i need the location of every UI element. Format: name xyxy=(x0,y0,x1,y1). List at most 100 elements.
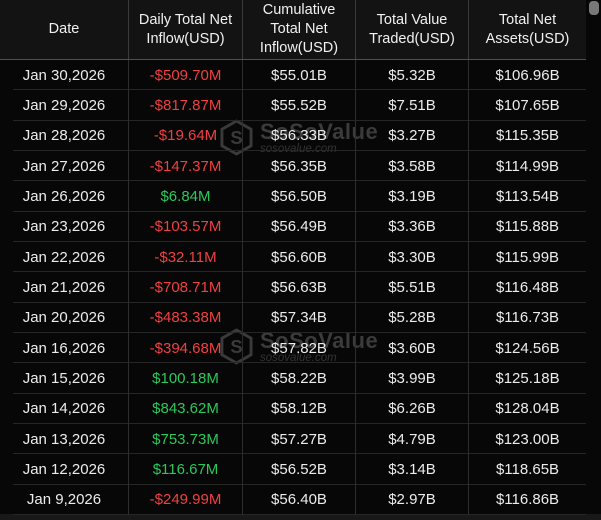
column-header-daily-net-inflow: Daily Total Net Inflow(USD) xyxy=(128,0,242,59)
net-assets-cell: $125.18B xyxy=(468,363,586,394)
value-traded-cell: $3.14B xyxy=(355,454,468,485)
date-cell: Jan 30,2026 xyxy=(22,66,106,84)
vertical-scrollbar-thumb[interactable] xyxy=(589,1,599,15)
value-traded-cell: $3.27B xyxy=(355,120,468,151)
cumulative-inflow-cell: $57.82B xyxy=(242,332,355,364)
value-traded-cell: $3.58B xyxy=(355,150,468,182)
net-assets-cell: $123.00B xyxy=(468,423,586,455)
date-cell: Jan 22,2026 xyxy=(22,248,106,266)
column-header-cumulative-net-inflow: Cumulative Total Net Inflow(USD) xyxy=(242,0,355,59)
cumulative-inflow-cell: $56.50B xyxy=(242,181,355,212)
date-cell: Jan 15,2026 xyxy=(22,369,106,387)
cumulative-inflow-cell: $56.40B xyxy=(242,484,355,515)
value-traded-cell: $3.60B xyxy=(355,332,468,364)
value-traded-cell: $5.51B xyxy=(355,272,468,303)
date-cell: Jan 13,2026 xyxy=(22,430,106,448)
net-assets-cell: $116.86B xyxy=(468,484,586,515)
value-traded-cell: $3.19B xyxy=(355,181,468,212)
cumulative-inflow-cell: $56.33B xyxy=(242,120,355,151)
date-cell: Jan 16,2026 xyxy=(22,339,106,357)
daily-inflow-cell: -$483.38M xyxy=(128,302,242,333)
value-traded-cell: $3.30B xyxy=(355,241,468,273)
table-row: Jan 26,2026 $6.84M $56.50B $3.19B $113.5… xyxy=(0,181,586,212)
value-traded-cell: $2.97B xyxy=(355,484,468,515)
daily-inflow-cell: $6.84M xyxy=(128,181,242,212)
daily-inflow-cell: $100.18M xyxy=(128,363,242,394)
net-assets-cell: $107.65B xyxy=(468,90,586,121)
cumulative-inflow-cell: $56.63B xyxy=(242,272,355,303)
column-header-date: Date xyxy=(48,21,80,37)
cumulative-inflow-cell: $57.27B xyxy=(242,423,355,455)
value-traded-cell: $4.79B xyxy=(355,423,468,455)
net-assets-cell: $115.88B xyxy=(468,211,586,242)
daily-inflow-cell: -$249.99M xyxy=(128,484,242,515)
daily-inflow-cell: $116.67M xyxy=(128,454,242,485)
net-assets-cell: $118.65B xyxy=(468,454,586,485)
table-row: Jan 28,2026 -$19.64M $56.33B $3.27B $115… xyxy=(0,120,586,152)
cumulative-inflow-cell: $55.01B xyxy=(242,60,355,91)
cumulative-inflow-cell: $58.22B xyxy=(242,363,355,394)
table-row: Jan 21,2026 -$708.71M $56.63B $5.51B $11… xyxy=(0,272,586,303)
daily-inflow-cell: -$19.64M xyxy=(128,120,242,151)
date-cell: Jan 29,2026 xyxy=(22,96,106,114)
cumulative-inflow-cell: $57.34B xyxy=(242,302,355,333)
net-assets-cell: $106.96B xyxy=(468,60,586,91)
daily-inflow-cell: -$509.70M xyxy=(128,60,242,91)
value-traded-cell: $7.51B xyxy=(355,90,468,121)
value-traded-cell: $3.99B xyxy=(355,363,468,394)
cumulative-inflow-cell: $58.12B xyxy=(242,393,355,424)
table-row: Jan 30,2026 -$509.70M $55.01B $5.32B $10… xyxy=(0,60,586,91)
cumulative-inflow-cell: $56.49B xyxy=(242,211,355,242)
value-traded-cell: $6.26B xyxy=(355,393,468,424)
daily-inflow-cell: -$817.87M xyxy=(128,90,242,121)
date-cell: Jan 27,2026 xyxy=(22,157,106,175)
table-header-row: Date Daily Total Net Inflow(USD) Cumulat… xyxy=(0,0,586,60)
cumulative-inflow-cell: $56.52B xyxy=(242,454,355,485)
daily-inflow-cell: $843.62M xyxy=(128,393,242,424)
net-assets-cell: $116.48B xyxy=(468,272,586,303)
date-cell: Jan 14,2026 xyxy=(22,400,106,418)
date-cell: Jan 23,2026 xyxy=(22,218,106,236)
value-traded-cell: $5.28B xyxy=(355,302,468,333)
net-assets-cell: $115.99B xyxy=(468,241,586,273)
table-row: Jan 12,2026 $116.67M $56.52B $3.14B $118… xyxy=(0,454,586,485)
date-cell: Jan 21,2026 xyxy=(22,278,106,296)
date-cell: Jan 26,2026 xyxy=(22,187,106,205)
net-assets-cell: $124.56B xyxy=(468,332,586,364)
table-row: Jan 13,2026 $753.73M $57.27B $4.79B $123… xyxy=(0,423,586,455)
net-assets-cell: $115.35B xyxy=(468,120,586,151)
table-row: Jan 22,2026 -$32.11M $56.60B $3.30B $115… xyxy=(0,241,586,273)
table-row: Jan 29,2026 -$817.87M $55.52B $7.51B $10… xyxy=(0,90,586,121)
table-row: Jan 14,2026 $843.62M $58.12B $6.26B $128… xyxy=(0,393,586,425)
value-traded-cell: $3.36B xyxy=(355,211,468,242)
bottom-strip xyxy=(0,514,601,520)
cumulative-inflow-cell: $55.52B xyxy=(242,90,355,121)
table-row: Jan 9,2026 -$249.99M $56.40B $2.97B $116… xyxy=(0,484,586,516)
daily-inflow-cell: -$394.68M xyxy=(128,332,242,364)
table-row: Jan 15,2026 $100.18M $58.22B $3.99B $125… xyxy=(0,363,586,394)
net-assets-cell: $116.73B xyxy=(468,302,586,333)
net-assets-cell: $128.04B xyxy=(468,393,586,424)
value-traded-cell: $5.32B xyxy=(355,60,468,91)
table-row: Jan 20,2026 -$483.38M $57.34B $5.28B $11… xyxy=(0,302,586,334)
column-header-total-value-traded: Total Value Traded(USD) xyxy=(355,0,468,59)
table-body: Jan 30,2026 -$509.70M $55.01B $5.32B $10… xyxy=(0,60,586,516)
cumulative-inflow-cell: $56.60B xyxy=(242,241,355,273)
daily-inflow-cell: $753.73M xyxy=(128,423,242,455)
daily-inflow-cell: -$147.37M xyxy=(128,150,242,182)
table-row: Jan 23,2026 -$103.57M $56.49B $3.36B $11… xyxy=(0,211,586,243)
date-cell: Jan 20,2026 xyxy=(22,309,106,327)
date-cell: Jan 12,2026 xyxy=(22,460,106,478)
table-row: Jan 16,2026 -$394.68M $57.82B $3.60B $12… xyxy=(0,332,586,364)
daily-inflow-cell: -$103.57M xyxy=(128,211,242,242)
daily-inflow-cell: -$32.11M xyxy=(128,241,242,273)
date-cell: Jan 9,2026 xyxy=(26,491,102,509)
daily-inflow-cell: -$708.71M xyxy=(128,272,242,303)
column-header-total-net-assets: Total Net Assets(USD) xyxy=(468,0,586,59)
net-assets-cell: $113.54B xyxy=(468,181,586,212)
date-cell: Jan 28,2026 xyxy=(22,127,106,145)
net-assets-cell: $114.99B xyxy=(468,150,586,182)
cumulative-inflow-cell: $56.35B xyxy=(242,150,355,182)
table-row: Jan 27,2026 -$147.37M $56.35B $3.58B $11… xyxy=(0,150,586,182)
